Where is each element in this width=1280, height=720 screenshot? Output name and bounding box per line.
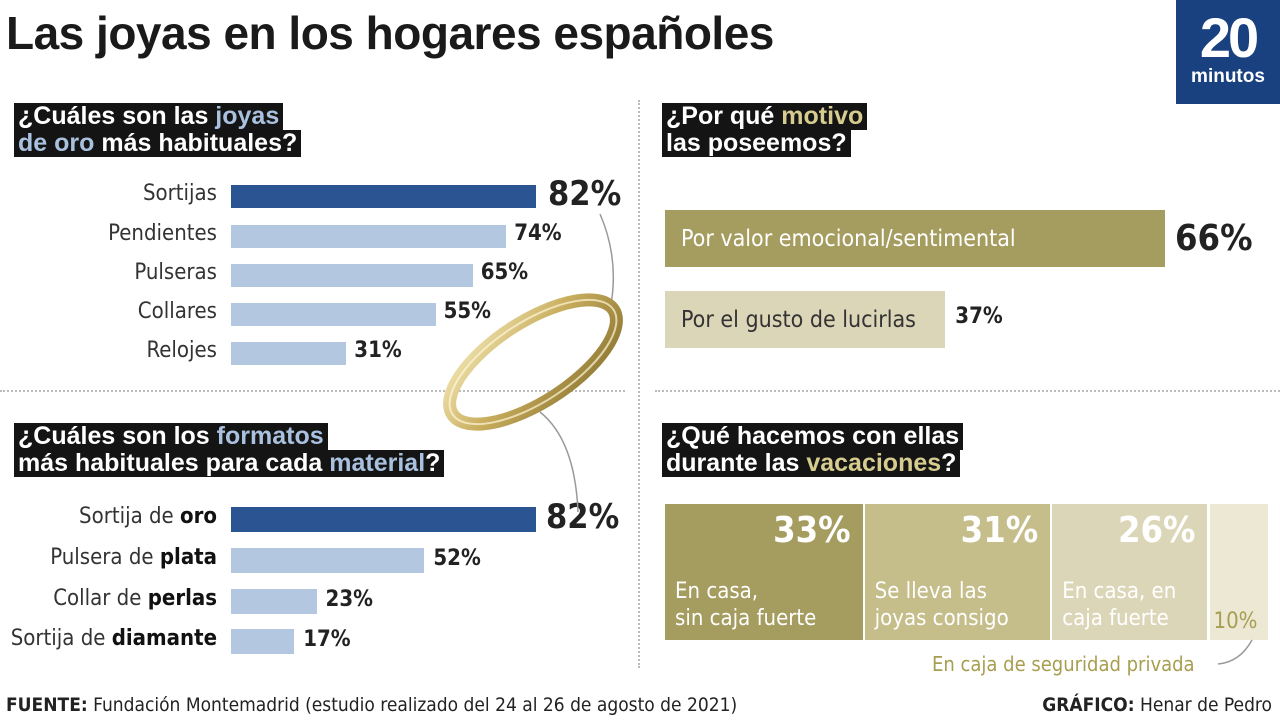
value-label: 66% bbox=[1175, 218, 1253, 259]
bar bbox=[231, 303, 436, 326]
value-label: 17% bbox=[303, 627, 351, 652]
category-label: Sortija de diamante bbox=[0, 626, 217, 651]
q3-heading: ¿Por qué motivo las poseemos? bbox=[662, 102, 868, 157]
segment-value: 31% bbox=[960, 510, 1039, 551]
q3-text-a: ¿Por qué bbox=[666, 102, 782, 130]
divider-left bbox=[0, 390, 625, 392]
vault-leader bbox=[1217, 639, 1253, 665]
category-label: Pendientes bbox=[108, 221, 217, 246]
q2-text-e: ? bbox=[425, 449, 441, 477]
vacation-segment: 10% bbox=[1209, 504, 1270, 640]
value-label: 37% bbox=[955, 304, 1003, 329]
bar bbox=[231, 548, 425, 573]
q2-text-d: material bbox=[329, 449, 426, 477]
category-label: Collar de perlas bbox=[0, 586, 217, 611]
q4-text-c: vacaciones bbox=[806, 449, 942, 477]
logo-word: minutos bbox=[1191, 66, 1265, 87]
segment-label: En caja de seguridad privada bbox=[932, 652, 1195, 676]
value-label: 65% bbox=[480, 260, 529, 285]
footer-credit: GRÁFICO: Henar de Pedro bbox=[1042, 694, 1272, 716]
category-material: plata bbox=[159, 545, 217, 570]
value-label: 82% bbox=[548, 174, 622, 214]
value-label: 74% bbox=[514, 221, 562, 246]
gold-ring bbox=[443, 293, 623, 431]
q4-text-d: ? bbox=[941, 449, 957, 477]
q4-heading: ¿Qué hacemos con ellas durante las vacac… bbox=[662, 422, 964, 477]
source-text: Fundación Montemadrid (estudio realizado… bbox=[87, 694, 738, 716]
segment-label-line: joyas consigo bbox=[874, 606, 1009, 631]
segment-label-line: sin caja fuerte bbox=[675, 606, 817, 631]
category-text: Sortija de bbox=[10, 626, 112, 651]
q2-text-c: más habituales para cada bbox=[18, 449, 330, 477]
value-label: 82% bbox=[546, 497, 620, 537]
vacation-segment: 31% Se lleva las joyas consigo bbox=[864, 504, 1053, 640]
bar bbox=[231, 629, 295, 654]
bar bbox=[231, 225, 507, 248]
category-text: Pulsera de bbox=[50, 545, 160, 570]
category-material: oro bbox=[180, 504, 217, 529]
footer-source: FUENTE: Fundación Montemadrid (estudio r… bbox=[6, 694, 737, 716]
logo-number: 20 bbox=[1199, 6, 1259, 69]
category-text: Collar de bbox=[53, 586, 148, 611]
credit-label: GRÁFICO: bbox=[1042, 694, 1135, 716]
bar bbox=[231, 264, 473, 287]
value-label: 23% bbox=[325, 587, 373, 612]
brand-logo: 20 minutos bbox=[1176, 0, 1280, 104]
credit-text: Henar de Pedro bbox=[1134, 694, 1272, 716]
q4-text-b: durante las bbox=[666, 449, 807, 477]
value-label: 52% bbox=[433, 546, 481, 571]
ring-leader-bottom bbox=[539, 411, 579, 513]
q1-heading: ¿Cuáles son las joyas de oro más habitua… bbox=[14, 102, 302, 157]
category-material: perlas bbox=[147, 586, 217, 611]
divider-vertical bbox=[638, 100, 640, 668]
vacation-segment: 26% En casa, en caja fuerte bbox=[1052, 504, 1210, 640]
category-material: diamante bbox=[111, 626, 217, 651]
segment-label: Se lleva las joyas consigo bbox=[875, 578, 1009, 632]
value-label: 31% bbox=[354, 338, 402, 363]
q1-text-c: de oro bbox=[18, 129, 95, 157]
motive-bar: Por valor emocional/sentimental bbox=[665, 210, 1165, 267]
segment-label: En casa, sin caja fuerte bbox=[675, 578, 816, 632]
q4-text-a: ¿Qué hacemos con ellas bbox=[666, 422, 960, 450]
bar bbox=[231, 185, 536, 208]
page-title: Las joyas en los hogares españoles bbox=[6, 7, 774, 59]
q1-text-b: joyas bbox=[215, 102, 280, 130]
segment-label-line: Se lleva las bbox=[874, 579, 987, 604]
segment-value: 26% bbox=[1117, 510, 1196, 551]
segment-label-line: En casa, en bbox=[1062, 579, 1177, 604]
category-label: Sortija de oro bbox=[0, 504, 217, 529]
segment-label: En casa, en caja fuerte bbox=[1062, 578, 1176, 632]
q2-text-a: ¿Cuáles son los bbox=[18, 422, 217, 450]
segment-value: 33% bbox=[773, 510, 851, 551]
q3-text-c: las poseemos? bbox=[666, 129, 847, 157]
value-label: 55% bbox=[443, 299, 491, 324]
bar bbox=[231, 507, 536, 532]
q1-text-d: más habituales? bbox=[94, 129, 298, 157]
segment-label-line: caja fuerte bbox=[1062, 606, 1169, 631]
segment-value: 10% bbox=[1213, 609, 1258, 634]
category-label: Collares bbox=[137, 299, 217, 324]
category-label: Pulsera de plata bbox=[0, 545, 217, 570]
category-text: Sortija de bbox=[79, 504, 181, 529]
q2-heading: ¿Cuáles son los formatos más habituales … bbox=[14, 422, 445, 477]
vacation-segment: 33% En casa, sin caja fuerte bbox=[665, 504, 865, 640]
motive-bar: Por el gusto de lucirlas bbox=[665, 291, 946, 348]
bar bbox=[231, 342, 347, 365]
bar bbox=[231, 589, 317, 614]
category-label: Relojes bbox=[146, 338, 217, 363]
q1-text-a: ¿Cuáles son las bbox=[18, 102, 216, 130]
segment-label-line: En casa, bbox=[675, 579, 759, 604]
divider-right bbox=[655, 390, 1280, 392]
source-label: FUENTE: bbox=[6, 694, 88, 716]
q3-text-b: motivo bbox=[781, 102, 864, 130]
category-label: Pulseras bbox=[134, 260, 217, 285]
q2-text-b: formatos bbox=[216, 422, 324, 450]
category-label: Sortijas bbox=[142, 181, 217, 206]
